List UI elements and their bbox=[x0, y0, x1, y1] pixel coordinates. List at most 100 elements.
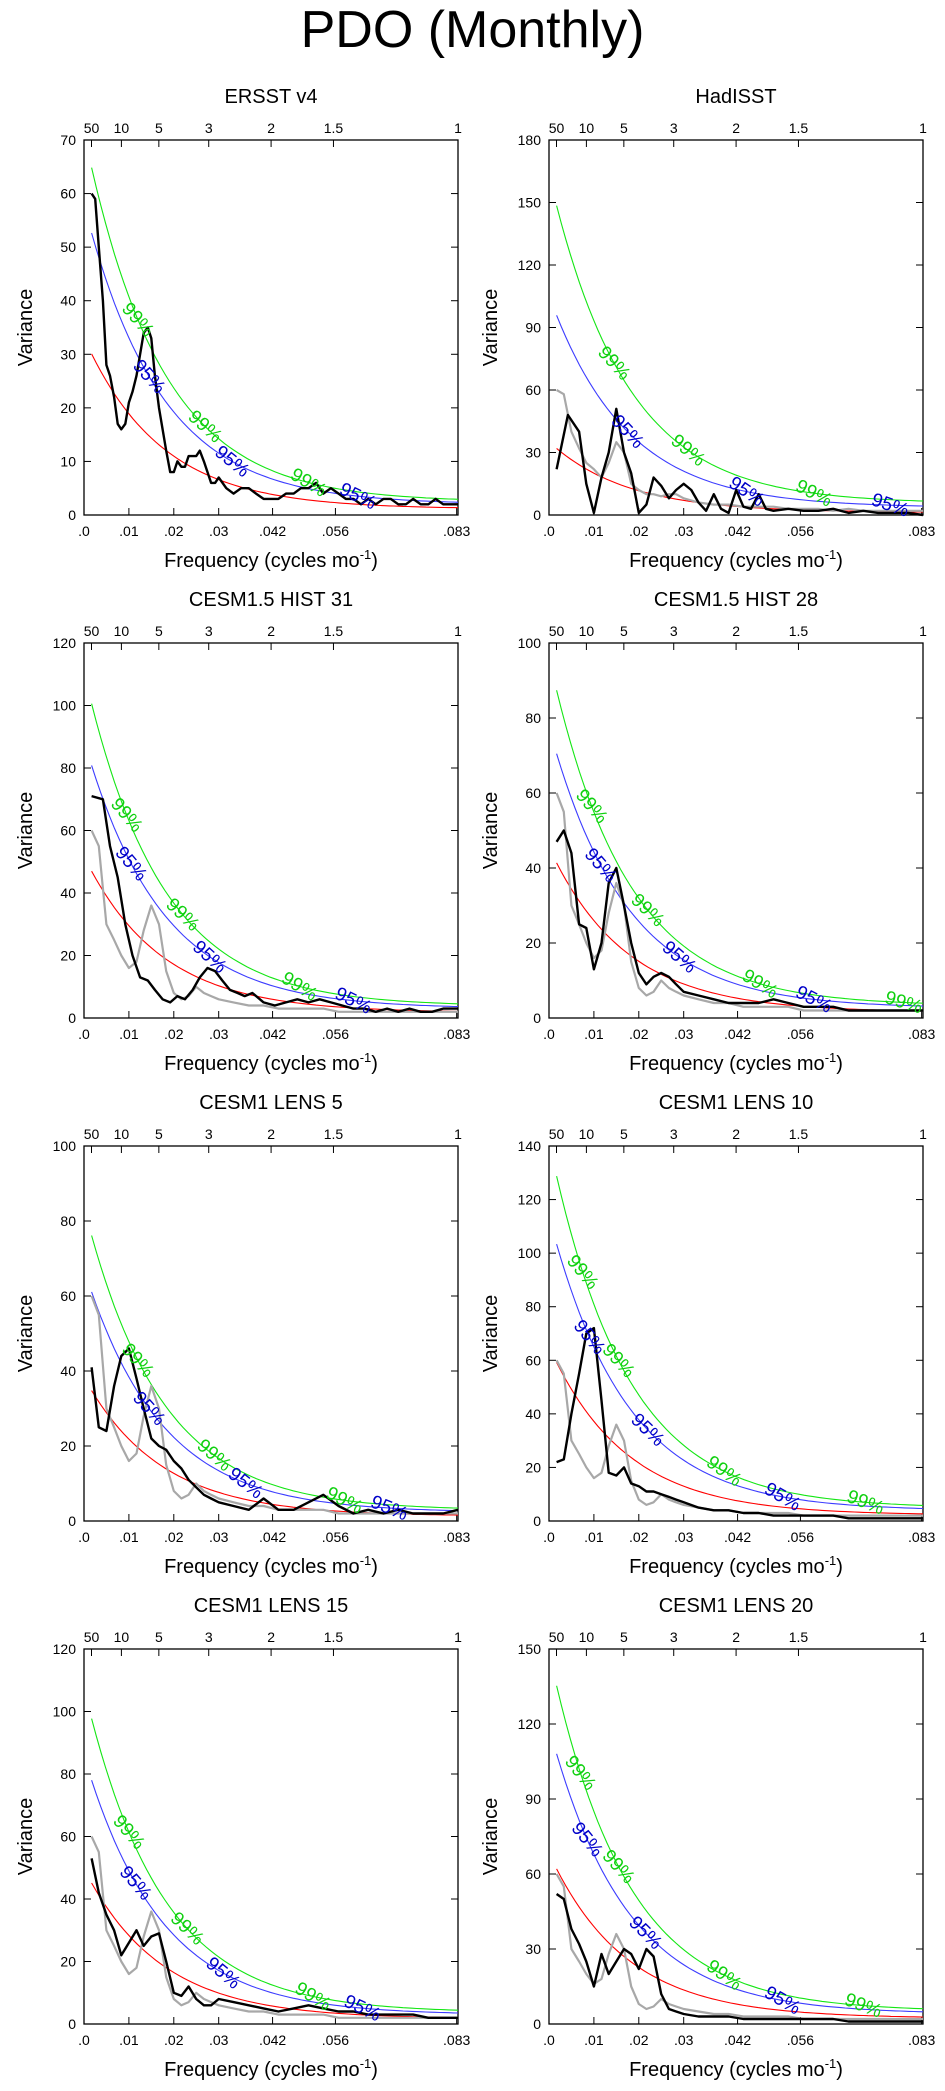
x-axis-label-exponent: -1 bbox=[825, 1050, 837, 1065]
ci95-label: 95% bbox=[110, 843, 151, 886]
period-tick-label: 2 bbox=[732, 623, 740, 639]
ci95-label: 95% bbox=[792, 982, 836, 1018]
chart-title: CESM1 LENS 10 bbox=[659, 1092, 814, 1114]
y-tick-label: 0 bbox=[68, 1513, 76, 1529]
period-tick-label: 2 bbox=[732, 120, 740, 136]
ci95-label: 95% bbox=[115, 1862, 156, 1905]
y-tick-label: 90 bbox=[525, 1791, 541, 1807]
y-axis-label: Variance bbox=[15, 792, 37, 869]
x-axis-label-exponent: -1 bbox=[360, 1050, 372, 1065]
y-tick-label: 80 bbox=[60, 1766, 76, 1782]
y-tick-label: 100 bbox=[518, 635, 542, 651]
period-tick-label: 10 bbox=[114, 623, 130, 639]
x-tick-label: .056 bbox=[787, 1026, 814, 1042]
ci99-label: 99% bbox=[842, 1989, 885, 2022]
ci99-curve bbox=[556, 1175, 924, 1506]
period-tick-label: 5 bbox=[155, 623, 163, 639]
y-tick-label: 180 bbox=[518, 132, 542, 148]
ci95-label: 95% bbox=[761, 1479, 805, 1516]
ci99-label: 99% bbox=[161, 894, 203, 936]
x-tick-label: .02 bbox=[164, 523, 184, 539]
x-tick-label: .056 bbox=[787, 2032, 814, 2048]
y-tick-label: 0 bbox=[533, 507, 541, 523]
period-tick-label: 3 bbox=[205, 1629, 213, 1645]
x-tick-label: .056 bbox=[322, 1529, 349, 1545]
period-tick-label: 2 bbox=[267, 1629, 275, 1645]
chart-panel: HadISST0306090120150180.0.01.02.03.042.0… bbox=[480, 86, 935, 572]
ci95-curve bbox=[556, 753, 924, 1007]
x-axis-label-close: ) bbox=[836, 1053, 843, 1075]
x-axis-label-text: Frequency (cycles mo bbox=[164, 2059, 360, 2081]
y-tick-label: 0 bbox=[533, 2016, 541, 2032]
x-tick-label: .0 bbox=[78, 1529, 90, 1545]
period-tick-label: 10 bbox=[114, 120, 130, 136]
spectrum-line bbox=[90, 1858, 458, 2020]
x-tick-label: .02 bbox=[629, 1026, 649, 1042]
chart-panel: CESM1.5 HIST 31 0 20 40 60 80 100 120 .0 .01 .02 .0… bbox=[15, 589, 470, 1075]
y-tick-label: 30 bbox=[60, 346, 76, 362]
y-tick-label: 40 bbox=[60, 1363, 76, 1379]
period-tick-label: 50 bbox=[549, 1126, 565, 1142]
ci95-label: 95% bbox=[341, 1991, 384, 2026]
x-tick-label: .0 bbox=[78, 2032, 90, 2048]
ci99-label: 99% bbox=[117, 299, 158, 342]
x-tick-label: .02 bbox=[629, 523, 649, 539]
x-axis-label-text: Frequency (cycles mo bbox=[164, 550, 360, 572]
x-axis-label: Frequency (cycles mo-1) bbox=[629, 1553, 843, 1578]
x-axis-label-close: ) bbox=[836, 2059, 843, 2081]
period-tick-label: 1 bbox=[454, 120, 462, 136]
ci99-label: 99% bbox=[560, 1752, 600, 1795]
ci99-curve bbox=[91, 1718, 459, 2011]
x-tick-label: .083 bbox=[908, 1529, 935, 1545]
period-tick-label: 2 bbox=[732, 1126, 740, 1142]
x-axis-label-exponent: -1 bbox=[825, 547, 837, 562]
period-tick-label: 50 bbox=[84, 1629, 100, 1645]
y-tick-label: 150 bbox=[518, 1641, 542, 1657]
ci99-label: 99% bbox=[702, 1452, 745, 1491]
period-tick-label: 1.5 bbox=[324, 1629, 344, 1645]
y-tick-label: 60 bbox=[60, 823, 76, 839]
period-tick-label: 2 bbox=[267, 120, 275, 136]
y-tick-label: 20 bbox=[525, 1459, 541, 1475]
y-tick-label: 120 bbox=[53, 635, 77, 651]
ci95-label: 95% bbox=[128, 356, 169, 398]
chart-title: CESM1 LENS 15 bbox=[194, 1595, 349, 1617]
period-tick-label: 5 bbox=[155, 120, 163, 136]
period-tick-label: 2 bbox=[732, 1629, 740, 1645]
y-tick-label: 0 bbox=[68, 2016, 76, 2032]
y-axis-label: Variance bbox=[480, 792, 502, 869]
ci95-label: 95% bbox=[368, 1492, 411, 1526]
x-axis-label: Frequency (cycles mo-1) bbox=[164, 2056, 378, 2081]
ci95-label: 95% bbox=[624, 1912, 666, 1954]
spectrum-line bbox=[555, 1893, 923, 2023]
x-tick-label: .0 bbox=[543, 1026, 555, 1042]
ci99-label: 99% bbox=[626, 890, 668, 932]
x-tick-label: .0 bbox=[78, 1026, 90, 1042]
x-tick-label: .02 bbox=[629, 2032, 649, 2048]
spectrum-line bbox=[91, 794, 458, 1013]
ci95-curve bbox=[556, 1243, 924, 1510]
period-tick-label: 1.5 bbox=[324, 120, 344, 136]
ci95-label: 95% bbox=[658, 937, 701, 978]
ci95-label: 95% bbox=[626, 1409, 668, 1451]
y-axis-label: Variance bbox=[15, 1798, 37, 1875]
ci99-label: 99% bbox=[667, 430, 710, 471]
x-tick-label: .056 bbox=[322, 1026, 349, 1042]
ci95-curve bbox=[91, 232, 459, 503]
y-tick-label: 50 bbox=[60, 239, 76, 255]
x-tick-label: .03 bbox=[209, 2032, 229, 2048]
chart-panel: CESM1 LENS 200306090120150.0.01.02.03.04… bbox=[480, 1595, 935, 2081]
x-tick-label: .042 bbox=[259, 1529, 286, 1545]
y-tick-label: 60 bbox=[60, 1829, 76, 1845]
period-tick-label: 2 bbox=[267, 1126, 275, 1142]
ci95-curve bbox=[556, 1753, 924, 2013]
x-tick-label: .01 bbox=[584, 523, 604, 539]
x-tick-label: .0 bbox=[543, 523, 555, 539]
x-axis-label-text: Frequency (cycles mo bbox=[164, 1556, 360, 1578]
x-tick-label: .03 bbox=[209, 1529, 229, 1545]
y-tick-label: 80 bbox=[525, 1299, 541, 1315]
y-axis-label: Variance bbox=[480, 289, 502, 366]
period-tick-label: 50 bbox=[84, 1126, 100, 1142]
period-tick-label: 3 bbox=[205, 120, 213, 136]
